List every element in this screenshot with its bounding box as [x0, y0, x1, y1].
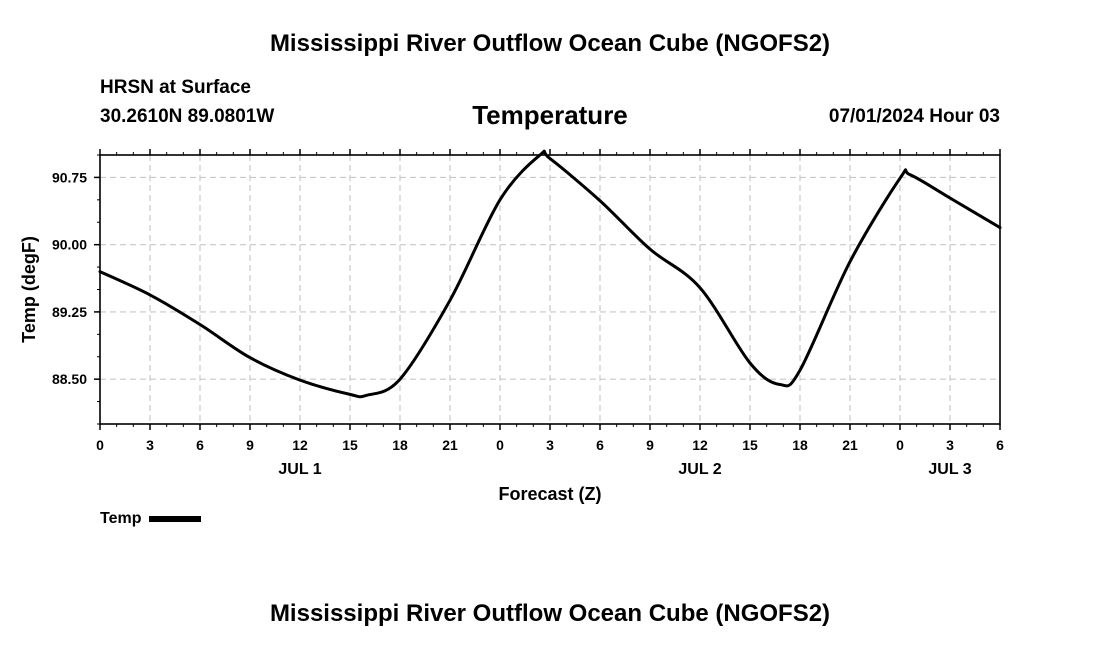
y-axis-title: Temp (degF)	[19, 236, 39, 343]
footer-title: Mississippi River Outflow Ocean Cube (NG…	[269, 600, 831, 627]
axes	[94, 149, 1001, 430]
x-tick-label: 6	[596, 437, 604, 453]
plot-frame	[99, 154, 1001, 425]
day-label: JUL 1	[278, 461, 321, 478]
x-tick-label: 15	[342, 437, 358, 453]
page-title: Mississippi River Outflow Ocean Cube (NG…	[269, 30, 831, 57]
grid	[100, 155, 1000, 424]
y-tick-label: 88.50	[52, 371, 87, 387]
series-layer	[98, 149, 1002, 399]
x-axis-title: Forecast (Z)	[498, 484, 601, 504]
station-label: HRSN at Surface	[100, 77, 251, 98]
legend-swatch	[149, 516, 202, 522]
legend-label: Temp	[100, 510, 142, 527]
x-tick-label: 6	[996, 437, 1004, 453]
coordinates-label: 30.2610N 89.0801W	[100, 106, 275, 127]
x-tick-label: 18	[792, 437, 808, 453]
x-tick-label: 21	[842, 437, 858, 453]
y-tick-label: 89.25	[52, 304, 87, 320]
x-tick-label: 0	[496, 437, 504, 453]
series-line-temp	[98, 149, 1002, 399]
x-tick-label: 3	[546, 437, 554, 453]
day-label: JUL 2	[678, 461, 721, 478]
x-tick-label: 15	[742, 437, 758, 453]
legend: Temp	[100, 510, 202, 528]
x-tick-label: 18	[392, 437, 408, 453]
x-tick-label: 9	[246, 437, 254, 453]
x-tick-label: 0	[96, 437, 104, 453]
x-tick-label: 0	[896, 437, 904, 453]
y-tick-label: 90.00	[52, 237, 87, 253]
timestamp-label: 07/01/2024 Hour 03	[828, 106, 1000, 127]
x-tick-label: 6	[196, 437, 204, 453]
x-tick-label: 21	[442, 437, 458, 453]
y-tick-label: 90.75	[52, 169, 87, 185]
axis-labels: 0 3 6 9 12 15 18 21 0 3 6 9 12 15 18 21 0 3 6 88.50 89.25 90.…	[19, 169, 1004, 504]
x-tick-label: 3	[146, 437, 154, 453]
chart-title: Temperature	[472, 100, 628, 130]
x-tick-label: 12	[292, 437, 308, 453]
day-label: JUL 3	[928, 461, 971, 478]
x-tick-label: 9	[646, 437, 654, 453]
x-tick-label: 3	[946, 437, 954, 453]
x-tick-label: 12	[692, 437, 708, 453]
